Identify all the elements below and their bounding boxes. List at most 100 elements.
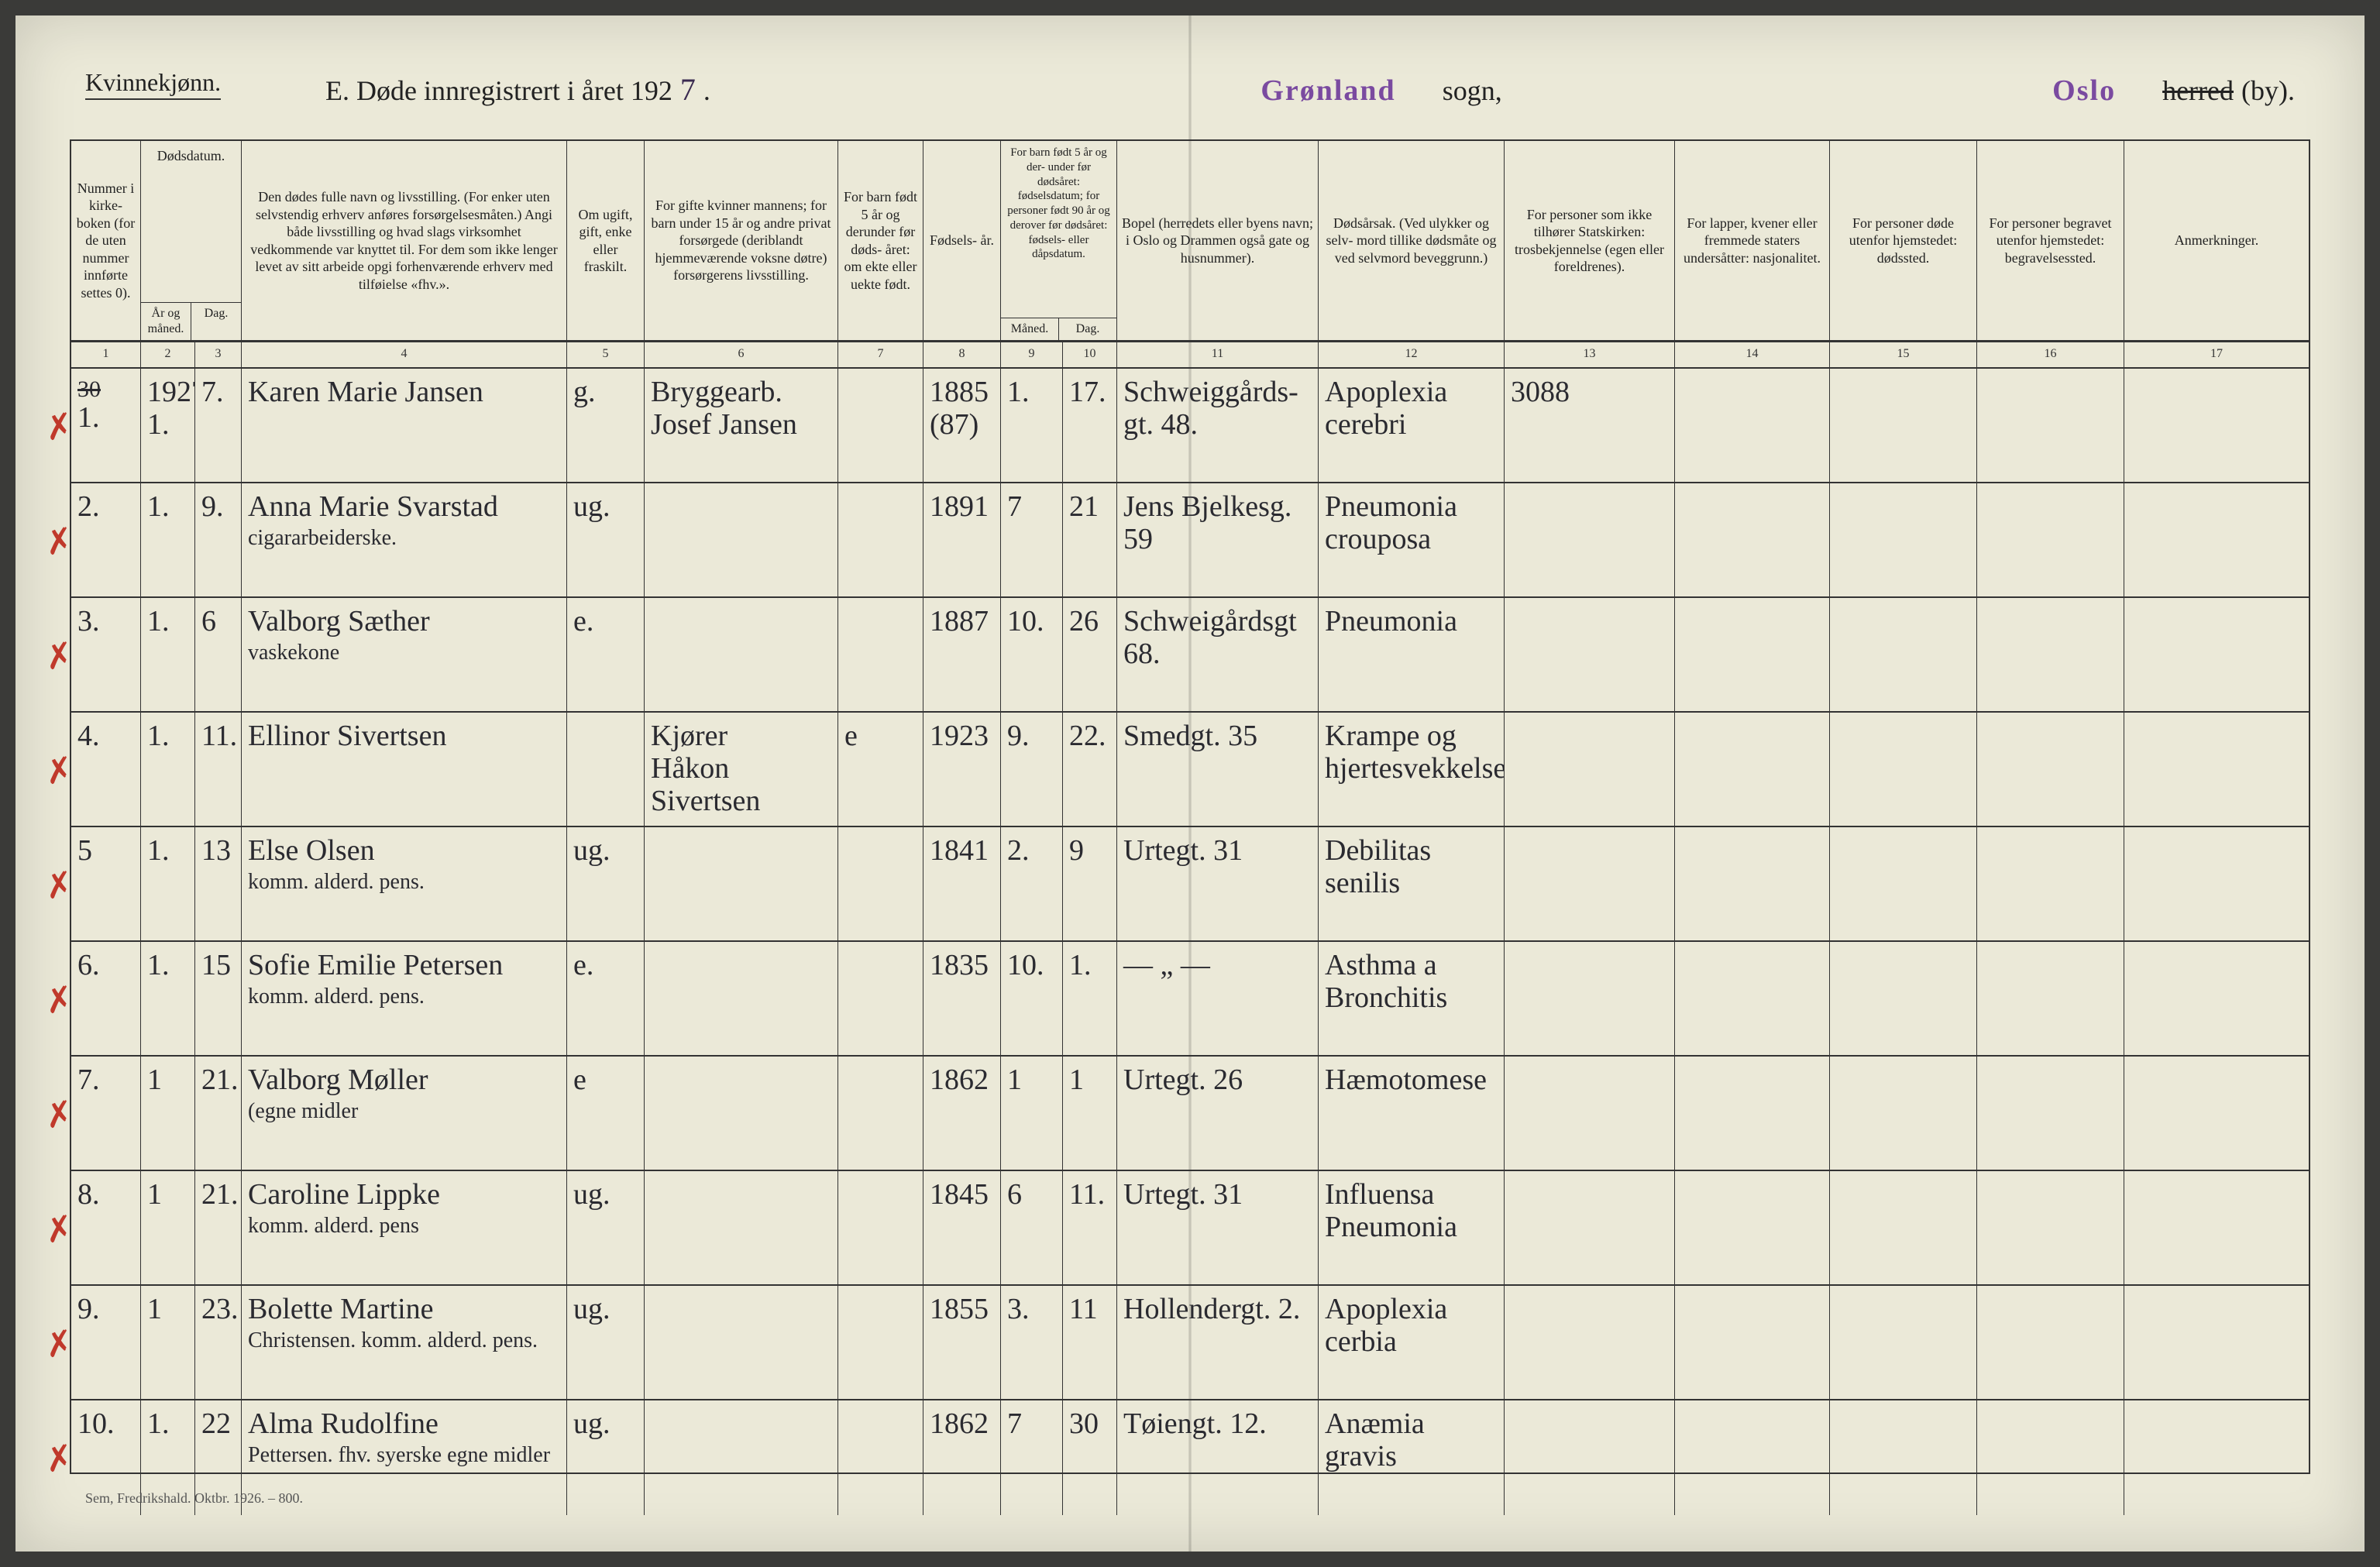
c-burialplace	[1977, 483, 2124, 596]
cn6: 6	[645, 342, 838, 367]
c-nationality	[1675, 598, 1830, 711]
c-birth: 1862	[923, 1400, 1001, 1515]
h-remarks: Anmerkninger.	[2124, 141, 2309, 340]
cn10: 10	[1063, 342, 1117, 367]
c-name: Else Olsenkomm. alderd. pens.	[242, 827, 567, 940]
c-provider	[645, 942, 838, 1055]
cn4: 4	[242, 342, 567, 367]
c-birth: 1855	[923, 1286, 1001, 1399]
c-cause: Asthma a Bronchitis	[1319, 942, 1505, 1055]
c-legit	[838, 942, 923, 1055]
c-nationality	[1675, 1057, 1830, 1170]
table-row: ✗8.121.Caroline Lippkekomm. alderd. pens…	[71, 1171, 2309, 1286]
c-legit	[838, 1171, 923, 1284]
c-remarks	[2124, 713, 2309, 826]
c-nationality	[1675, 713, 1830, 826]
c-provider	[645, 1171, 838, 1284]
footer-print: Sem, Fredrikshald. Oktbr. 1926. – 800.	[85, 1490, 303, 1507]
h-birthyear: Fødsels- år.	[923, 141, 1001, 340]
c-faith	[1505, 827, 1675, 940]
c-remarks	[2124, 1286, 2309, 1399]
h-nationality: For lapper, kvener eller fremmede stater…	[1675, 141, 1830, 340]
c-birth: 1887	[923, 598, 1001, 711]
c-birth: 1891	[923, 483, 1001, 596]
c-status: e.	[567, 598, 645, 711]
c-birth: 1835	[923, 942, 1001, 1055]
c-residence: — „ —	[1117, 942, 1319, 1055]
c-yearmon: 1	[141, 1057, 195, 1170]
c-bday: 22.	[1063, 713, 1117, 826]
c-burialplace	[1977, 1171, 2124, 1284]
c-name: Sofie Emilie Petersenkomm. alderd. pens.	[242, 942, 567, 1055]
c-day: 9.	[195, 483, 242, 596]
c-remarks	[2124, 942, 2309, 1055]
c-provider	[645, 483, 838, 596]
c-bday: 1.	[1063, 942, 1117, 1055]
h-provider: For gifte kvinner mannens; for barn unde…	[645, 141, 838, 340]
cn3: 3	[195, 342, 242, 367]
c-nationality	[1675, 483, 1830, 596]
c-faith: 3088	[1505, 369, 1675, 482]
table-row: ✗9.123.Bolette MartineChristensen. komm.…	[71, 1286, 2309, 1400]
c-name: Valborg Sæthervaskekone	[242, 598, 567, 711]
c-deathplace	[1830, 1286, 1977, 1399]
c-burialplace	[1977, 1286, 2124, 1399]
c-residence: Urtegt. 31	[1117, 827, 1319, 940]
cn17: 17	[2124, 342, 2309, 367]
cn8: 8	[923, 342, 1001, 367]
c-burialplace	[1977, 369, 2124, 482]
c-num: 2.	[71, 483, 141, 596]
c-yearmon: 1.	[141, 942, 195, 1055]
table-row: ✗4.1.11.Ellinor SivertsenKjører Håkon Si…	[71, 713, 2309, 827]
h-date: Dødsdatum. År og måned. Dag.	[141, 141, 242, 340]
c-burialplace	[1977, 713, 2124, 826]
table-header: Nummer i kirke- boken (for de uten numme…	[71, 141, 2309, 342]
table-row: ✗51.13Else Olsenkomm. alderd. pens.ug.18…	[71, 827, 2309, 942]
h-residence: Bopel (herredets eller byens navn; i Osl…	[1117, 141, 1319, 340]
title-row: E. Døde innregistrert i året 1927. Grønl…	[325, 71, 2295, 108]
c-deathplace	[1830, 1400, 1977, 1515]
c-deathplace	[1830, 942, 1977, 1055]
c-status: e.	[567, 942, 645, 1055]
cn13: 13	[1505, 342, 1675, 367]
c-bday: 21	[1063, 483, 1117, 596]
c-legit	[838, 369, 923, 482]
cn12: 12	[1319, 342, 1505, 367]
ledger-table: Nummer i kirke- boken (for de uten numme…	[70, 139, 2310, 1474]
c-yearmon: 1	[141, 1286, 195, 1399]
herred-struck: herred	[2162, 74, 2234, 107]
c-nationality	[1675, 827, 1830, 940]
c-day: 6	[195, 598, 242, 711]
c-cause: Pneumonia	[1319, 598, 1505, 711]
c-bday: 30	[1063, 1400, 1117, 1515]
c-name: Caroline Lippkekomm. alderd. pens	[242, 1171, 567, 1284]
c-num: 3.	[71, 598, 141, 711]
c-name: Valborg Møller(egne midler	[242, 1057, 567, 1170]
h-faith: For personer som ikke tilhører Statskirk…	[1505, 141, 1675, 340]
c-remarks	[2124, 827, 2309, 940]
c-yearmon: 1.	[141, 827, 195, 940]
c-day: 15	[195, 942, 242, 1055]
c-provider: Bryggearb. Josef Jansen	[645, 369, 838, 482]
c-provider	[645, 1286, 838, 1399]
c-residence: Schweigårdsgt 68.	[1117, 598, 1319, 711]
c-birth: 1845	[923, 1171, 1001, 1284]
c-faith	[1505, 942, 1675, 1055]
c-faith	[1505, 598, 1675, 711]
c-deathplace	[1830, 598, 1977, 711]
c-nationality	[1675, 1171, 1830, 1284]
cn16: 16	[1977, 342, 2124, 367]
c-name: Karen Marie Jansen	[242, 369, 567, 482]
c-legit	[838, 1286, 923, 1399]
c-bday: 1	[1063, 1057, 1117, 1170]
h-legit: For barn født 5 år og derunder før døds-…	[838, 141, 923, 340]
table-row: ✗10.1.22Alma RudolfinePettersen. fhv. sy…	[71, 1400, 2309, 1515]
c-legit	[838, 1057, 923, 1170]
table-row: ✗7.121.Valborg Møller(egne midlere186211…	[71, 1057, 2309, 1171]
cn5: 5	[567, 342, 645, 367]
h-burialplace: For personer begravet utenfor hjemstedet…	[1977, 141, 2124, 340]
c-birth: 1841	[923, 827, 1001, 940]
c-burialplace	[1977, 942, 2124, 1055]
h-deathplace: For personer døde utenfor hjemstedet: dø…	[1830, 141, 1977, 340]
c-deathplace	[1830, 827, 1977, 940]
